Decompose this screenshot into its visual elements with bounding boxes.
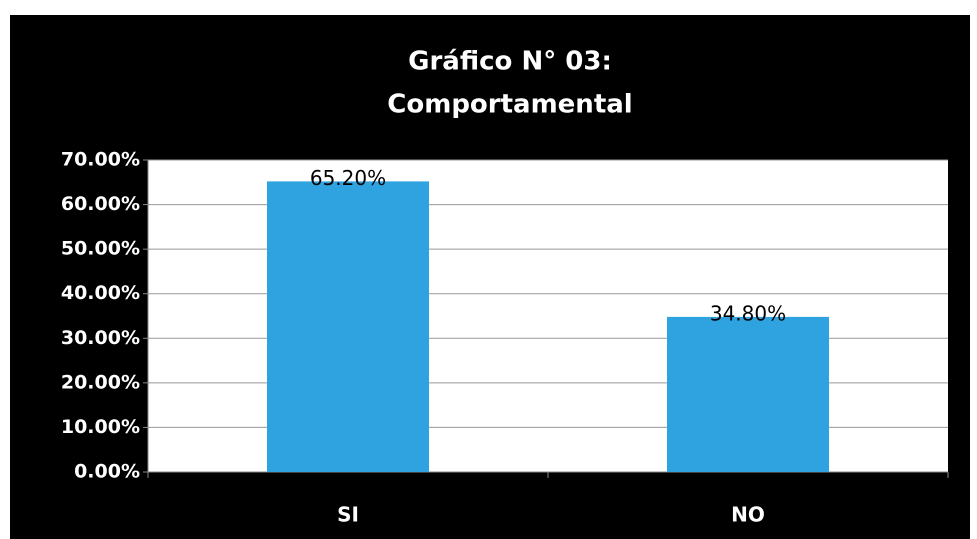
y-tick-label: 10.00% [61, 416, 140, 438]
chart-title: Gráfico N° 03: [408, 47, 612, 77]
bar [267, 181, 429, 472]
chart-subtitle: Comportamental [387, 90, 632, 120]
y-tick-label: 20.00% [61, 371, 140, 393]
y-tick-label: 30.00% [61, 327, 140, 349]
x-tick-label: NO [731, 503, 765, 527]
data-label: 34.80% [710, 301, 786, 325]
x-tick-label: SI [337, 503, 359, 527]
bar [667, 316, 829, 472]
y-tick-label: 0.00% [74, 461, 140, 483]
data-label: 65.20% [310, 166, 386, 190]
y-tick-label: 40.00% [61, 282, 140, 304]
y-tick-label: 70.00% [61, 149, 140, 171]
y-tick-label: 60.00% [61, 193, 140, 215]
y-tick-label: 50.00% [61, 238, 140, 260]
